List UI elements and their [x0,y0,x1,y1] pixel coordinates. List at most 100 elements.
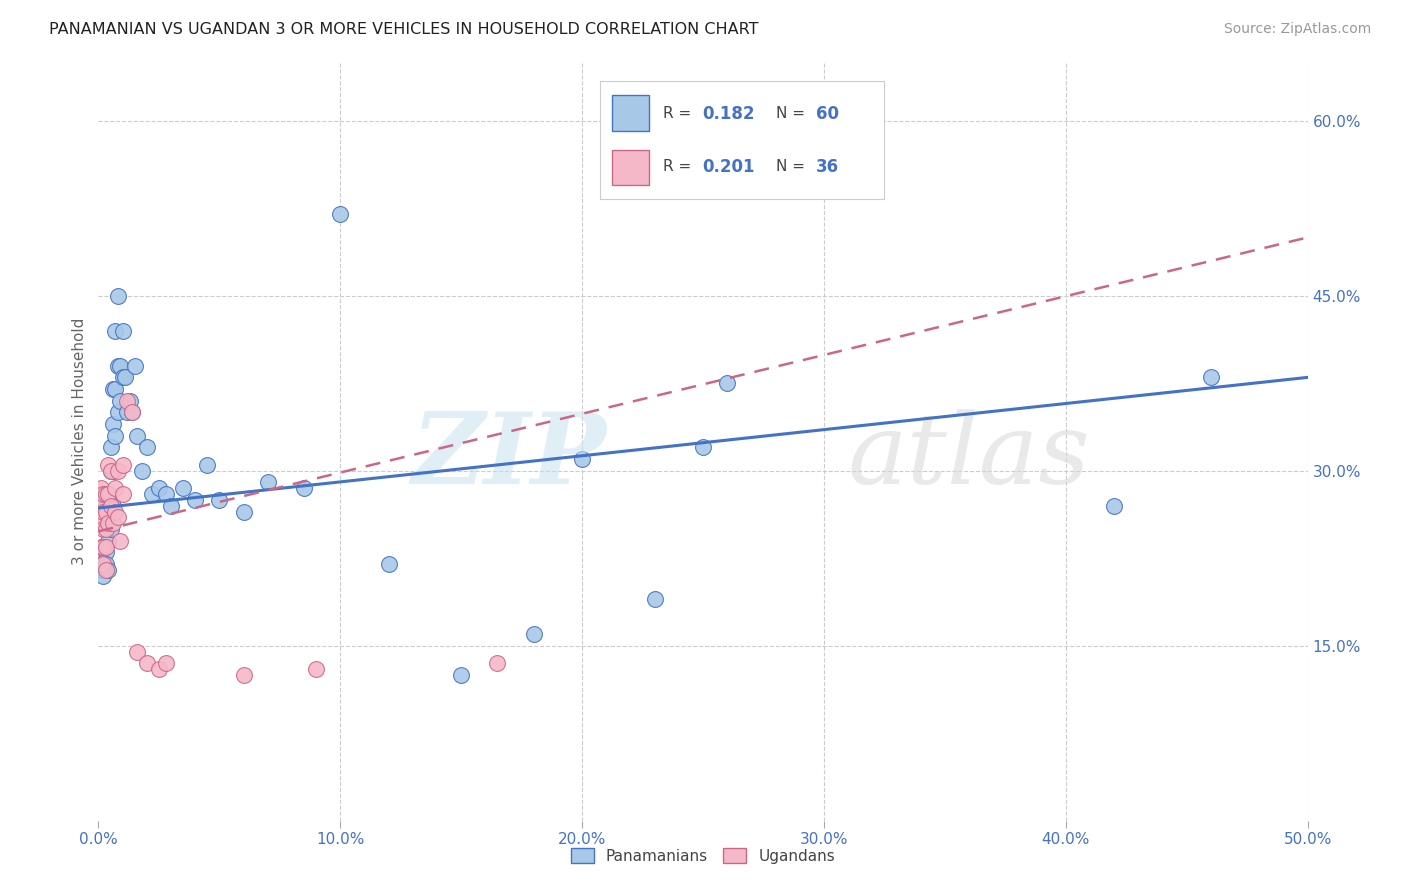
Point [111,370,134,384]
Point [100,441,122,455]
Point [644,592,666,607]
Point [148,662,170,676]
Point [107,510,129,524]
Point [118,393,141,408]
Point [90,551,112,566]
Point [94,540,117,554]
Point [107,405,129,419]
Point [108,533,131,548]
Point [104,428,127,442]
Point [90,563,112,577]
Point [97,516,120,531]
Point [104,382,127,396]
Point [108,393,131,408]
Point [104,481,127,495]
Point [114,370,136,384]
Point [91,557,114,571]
Text: ZIP: ZIP [412,409,606,505]
Point [329,207,352,221]
Point [111,324,134,338]
Point [90,540,112,554]
Point [523,627,546,641]
Point [292,481,315,495]
Point [107,289,129,303]
Point [91,540,114,554]
Point [101,516,124,531]
Point [91,522,114,536]
Point [108,359,131,373]
Point [104,324,127,338]
Point [111,458,134,472]
Point [124,359,146,373]
Point [305,662,328,676]
Point [97,487,120,501]
Point [101,464,124,478]
Point [692,441,714,455]
Text: Source: ZipAtlas.com: Source: ZipAtlas.com [1223,22,1371,37]
Point [184,492,207,507]
Point [97,563,120,577]
Point [94,522,117,536]
Point [256,475,278,490]
Point [100,464,122,478]
Point [208,492,231,507]
Text: PANAMANIAN VS UGANDAN 3 OR MORE VEHICLES IN HOUSEHOLD CORRELATION CHART: PANAMANIAN VS UGANDAN 3 OR MORE VEHICLES… [49,22,759,37]
Point [117,393,139,408]
Point [232,504,254,518]
Point [101,382,124,396]
Point [121,405,143,419]
Point [94,545,117,559]
Point [94,563,117,577]
Point [104,504,127,518]
Point [111,487,134,501]
Point [131,464,153,478]
Point [97,510,120,524]
Point [90,516,112,531]
Point [127,428,149,442]
Point [100,499,122,513]
Point [101,417,124,431]
Point [450,668,472,682]
Y-axis label: 3 or more Vehicles in Household: 3 or more Vehicles in Household [72,318,87,566]
Text: atlas: atlas [848,409,1091,504]
Point [377,557,399,571]
Point [135,441,157,455]
Point [94,487,117,501]
Point [155,656,177,670]
Point [94,522,117,536]
Point [90,499,112,513]
Point [91,557,114,571]
Point [1102,499,1125,513]
Point [716,376,738,391]
Point [101,499,124,513]
Point [195,458,218,472]
Point [100,464,122,478]
Point [160,499,183,513]
Point [97,458,120,472]
Point [486,656,509,670]
Point [232,668,254,682]
Point [107,359,129,373]
Point [90,481,112,495]
Point [155,487,177,501]
Point [172,481,194,495]
Point [121,405,143,419]
Point [117,405,139,419]
Point [91,540,114,554]
Legend: Panamanians, Ugandans: Panamanians, Ugandans [565,842,841,870]
Point [148,481,170,495]
Point [107,464,129,478]
Point [135,656,157,670]
Point [91,504,114,518]
Point [94,499,117,513]
Point [1199,370,1222,384]
Point [91,568,114,582]
Point [97,533,120,548]
Point [91,487,114,501]
Point [100,522,122,536]
Point [571,452,593,467]
Point [127,644,149,658]
Point [94,504,117,518]
Point [100,499,122,513]
Point [94,557,117,571]
